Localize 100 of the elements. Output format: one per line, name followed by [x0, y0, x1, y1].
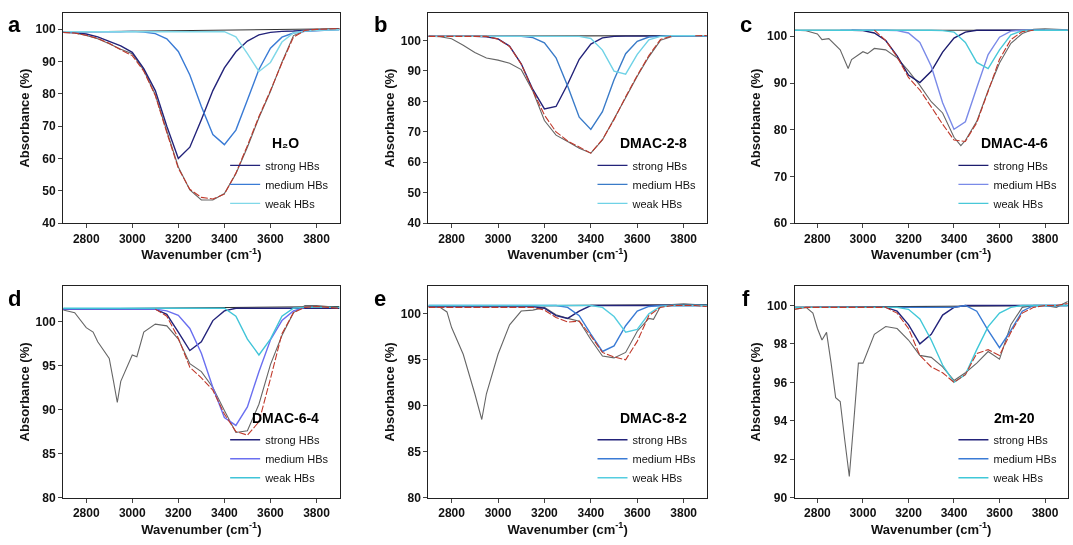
y-axis-title: Absorbance (%) [381, 342, 397, 442]
x-tick-label: 2800 [438, 231, 466, 246]
x-tick-label: 3200 [164, 231, 192, 246]
x-tick-label: 2800 [804, 506, 832, 521]
legend-label: strong HBs [993, 434, 1049, 447]
y-tick-label: 98 [773, 337, 788, 352]
y-tick-label: 50 [407, 185, 422, 200]
y-tick-label: 92 [773, 452, 788, 467]
text: f [742, 286, 750, 311]
x-tick-label: 3400 [940, 231, 968, 246]
x-axis-title: Wavenumber (cm$^{-1}$) [141, 520, 262, 537]
y-tick-label: 50 [42, 184, 56, 199]
x-tick-label: 3000 [849, 231, 877, 246]
text: e [374, 286, 387, 311]
x-tick-label: 3000 [484, 231, 512, 246]
x-tick-label: 3800 [670, 231, 698, 246]
y-tick-label: 90 [407, 398, 422, 413]
y-tick-label: 94 [773, 413, 788, 428]
x-tick-label: 2800 [804, 231, 832, 246]
y-axis-title: Absorbance (%) [16, 342, 32, 442]
y-tick-label: 96 [773, 375, 788, 390]
text: b [374, 12, 388, 37]
y-tick-label: 100 [400, 33, 422, 48]
y-tick-label: 95 [42, 358, 56, 373]
legend-label: medium HBs [265, 453, 329, 466]
x-tick-label: 3400 [940, 506, 968, 521]
y-tick-label: 100 [767, 298, 788, 313]
y-tick-label: 90 [773, 76, 788, 91]
x-tick-label: 3200 [895, 231, 923, 246]
x-tick-label: 3000 [118, 231, 146, 246]
y-tick-label: 80 [407, 490, 422, 505]
x-tick-label: 3600 [986, 506, 1014, 521]
y-tick-label: 100 [35, 314, 56, 329]
x-tick-label: 3600 [986, 231, 1014, 246]
y-tick-label: 40 [42, 216, 56, 231]
annotation: DMAC-8-2 [620, 410, 688, 426]
y-tick-label: 80 [407, 94, 422, 109]
x-tick-label: 3000 [118, 506, 146, 521]
text: d [8, 286, 22, 311]
x-axis-title: Wavenumber (cm$^{-1}$) [871, 520, 992, 537]
legend-label: medium HBs [993, 178, 1057, 191]
y-tick-label: 90 [42, 54, 56, 69]
x-tick-label: 3600 [257, 506, 285, 521]
annotation: DMAC-2-8 [620, 135, 688, 151]
y-tick-label: 40 [407, 216, 422, 231]
x-tick-label: 3600 [623, 231, 651, 246]
y-tick-label: 70 [407, 125, 422, 140]
legend-label: medium HBs [632, 178, 696, 191]
x-tick-label: 3800 [1031, 506, 1059, 521]
x-axis-title: Wavenumber (cm$^{-1}$) [141, 245, 262, 263]
x-tick-label: 3800 [303, 231, 331, 246]
y-tick-label: 80 [773, 122, 788, 137]
text: c [740, 12, 753, 37]
y-tick-label: 90 [773, 490, 788, 505]
legend-label: weak HBs [264, 472, 316, 485]
y-tick-label: 70 [42, 119, 56, 134]
x-tick-label: 2800 [72, 506, 100, 521]
y-tick-label: 100 [767, 29, 788, 44]
legend-label: medium HBs [993, 453, 1057, 466]
legend-label: strong HBs [632, 159, 688, 172]
y-tick-label: 85 [42, 446, 56, 461]
x-axis-title: Wavenumber (cm$^{-1}$) [507, 245, 628, 263]
x-tick-label: 3400 [577, 506, 605, 521]
x-tick-label: 3200 [895, 506, 923, 521]
y-tick-label: 80 [42, 87, 56, 102]
y-axis-title: Absorbance (%) [748, 342, 764, 442]
x-tick-label: 3400 [577, 231, 605, 246]
x-tick-label: 3000 [484, 506, 512, 521]
legend-label: strong HBs [993, 159, 1049, 172]
y-tick-label: 90 [42, 402, 56, 417]
x-tick-label: 3400 [211, 231, 239, 246]
y-tick-label: 100 [35, 22, 56, 37]
y-tick-label: 60 [773, 216, 788, 231]
legend-label: weak HBs [264, 197, 316, 210]
legend-label: weak HBs [992, 197, 1044, 210]
annotation: H₂O [272, 135, 300, 151]
y-tick-label: 70 [773, 169, 788, 184]
legend-label: medium HBs [632, 453, 696, 466]
annotation: DMAC-6-4 [252, 410, 320, 426]
x-axis-title: Wavenumber (cm$^{-1}$) [871, 245, 992, 263]
x-axis-title: Wavenumber (cm$^{-1}$) [507, 520, 628, 537]
y-tick-label: 95 [407, 352, 422, 367]
legend-label: weak HBs [631, 472, 683, 485]
x-tick-label: 3800 [1031, 231, 1059, 246]
annotation: DMAC-4-6 [981, 135, 1049, 151]
y-tick-label: 60 [407, 155, 422, 170]
y-axis-title: Absorbance (%) [16, 68, 32, 168]
y-tick-label: 85 [407, 444, 422, 459]
y-tick-label: 100 [400, 307, 422, 321]
legend-label: weak HBs [631, 197, 683, 210]
legend-label: strong HBs [265, 434, 321, 447]
x-tick-label: 3200 [164, 506, 192, 521]
y-tick-label: 60 [42, 151, 56, 166]
x-tick-label: 3200 [531, 506, 559, 521]
x-tick-label: 2800 [72, 231, 100, 246]
y-tick-label: 80 [42, 490, 56, 505]
x-tick-label: 3800 [670, 506, 698, 521]
y-axis-title: Absorbance (%) [381, 68, 397, 168]
x-tick-label: 3600 [623, 506, 651, 521]
legend-label: strong HBs [632, 434, 688, 447]
